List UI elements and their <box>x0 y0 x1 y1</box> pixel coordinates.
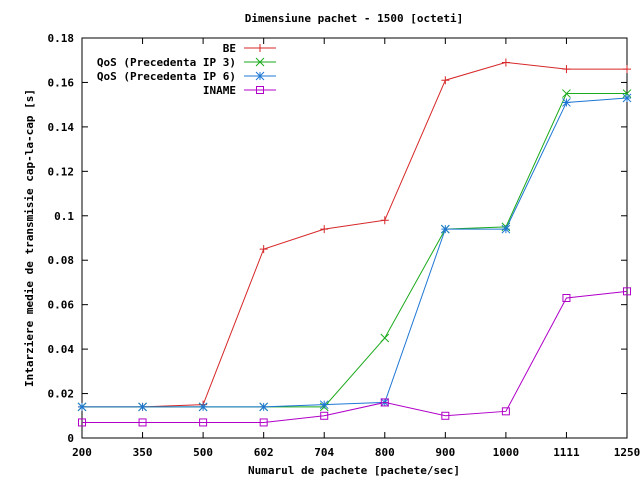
x-tick-label: 704 <box>314 446 334 459</box>
data-point-marker <box>255 57 265 67</box>
data-point-marker <box>380 333 390 343</box>
legend-label: QoS (Precedenta IP 3) <box>97 56 236 69</box>
series-3 <box>78 287 631 427</box>
data-point-marker <box>138 402 147 412</box>
data-point-marker <box>319 400 329 410</box>
legend-label: BE <box>223 42 236 55</box>
data-point-marker <box>380 216 389 225</box>
series-0 <box>78 58 631 411</box>
y-tick-label: 0.04 <box>48 343 75 356</box>
series-layer <box>77 58 632 427</box>
data-point-marker <box>562 65 571 74</box>
x-tick-label: 1000 <box>493 446 520 459</box>
data-point-marker <box>320 411 329 420</box>
y-tick-label: 0.18 <box>48 32 75 45</box>
data-point-marker <box>259 418 268 427</box>
series-1 <box>77 89 632 412</box>
series-line <box>82 97 628 408</box>
x-tick-label: 1111 <box>553 446 580 459</box>
data-point-marker <box>441 76 450 85</box>
data-point-marker <box>623 65 631 74</box>
series-line <box>82 93 627 408</box>
data-point-marker <box>199 418 208 427</box>
plot-frame <box>81 37 628 439</box>
y-tick-label: 0.02 <box>48 388 75 401</box>
data-point-marker <box>77 402 87 412</box>
series-line <box>82 61 627 408</box>
data-point-marker <box>138 418 147 427</box>
data-point-marker <box>562 89 571 98</box>
x-axis-label: Numarul de pachete [pachete/sec] <box>248 464 460 477</box>
data-point-marker <box>380 398 389 407</box>
data-point-marker <box>622 93 632 103</box>
legend-label: QoS (Precedenta IP 6) <box>97 70 236 83</box>
data-point-marker <box>501 407 510 416</box>
x-tick-label: 800 <box>375 446 395 459</box>
axis-ticks: 0 0.02 0.04 0.06 0.08 0.1 0.12 0.14 0.16 0.18 200 3… <box>48 32 640 459</box>
y-axis-label: Intarziere medie de transmisie cap-la-ca… <box>23 89 36 387</box>
series-2 <box>77 93 632 412</box>
data-point-marker <box>441 411 450 420</box>
data-point-marker <box>259 402 269 412</box>
x-tick-label: 500 <box>193 446 213 459</box>
chart-title: Dimensiune pachet - 1500 [octeti] <box>245 12 464 25</box>
data-point-marker <box>256 44 264 52</box>
data-point-marker <box>562 294 571 302</box>
data-point-marker <box>255 71 265 81</box>
data-point-marker <box>622 89 632 98</box>
data-point-marker <box>320 225 329 234</box>
data-point-marker <box>78 418 86 427</box>
data-point-marker <box>623 287 631 296</box>
y-tick-label: 0 <box>67 432 74 445</box>
y-tick-label: 0.16 <box>48 76 75 89</box>
legend-label: INAME <box>203 84 236 97</box>
x-tick-label: 1250 <box>614 446 640 459</box>
data-point-marker <box>501 58 510 67</box>
data-point-marker <box>501 224 511 234</box>
data-point-marker <box>198 402 208 412</box>
data-point-marker <box>256 86 264 94</box>
y-tick-label: 0.14 <box>48 121 75 134</box>
y-tick-label: 0.1 <box>54 210 74 223</box>
y-tick-label: 0.12 <box>48 165 75 178</box>
data-point-marker <box>259 245 268 254</box>
x-tick-label: 900 <box>435 446 455 459</box>
x-tick-label: 200 <box>72 446 92 459</box>
data-point-marker <box>440 224 450 234</box>
series-line <box>82 290 628 423</box>
y-tick-label: 0.08 <box>48 254 75 267</box>
x-tick-label: 602 <box>254 446 274 459</box>
data-point-marker <box>562 98 571 107</box>
y-tick-label: 0.06 <box>48 299 75 312</box>
x-tick-label: 350 <box>133 446 153 459</box>
